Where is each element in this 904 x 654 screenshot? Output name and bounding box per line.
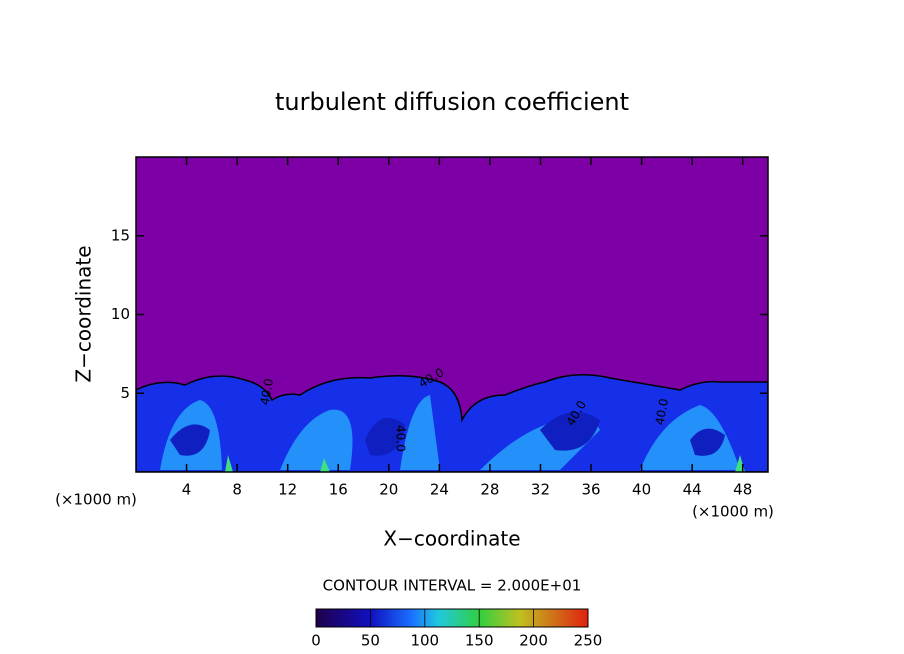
colorbar-tick-label: 50 <box>361 632 380 650</box>
y-axis-label: Z−coordinate <box>72 245 96 382</box>
x-tick-label: 28 <box>480 481 499 499</box>
x-tick-label: 44 <box>683 481 702 499</box>
x-tick-label: 48 <box>733 481 752 499</box>
colorbar <box>315 608 589 628</box>
x-unit-label: (×1000 m) <box>692 503 774 521</box>
contour-label: 40.0 <box>258 377 276 406</box>
contour-label: 40.0 <box>394 425 408 452</box>
low-region <box>170 412 725 456</box>
x-tick-label: 16 <box>329 481 348 499</box>
x-axis-label: X−coordinate <box>383 527 520 551</box>
contour-interval: CONTOUR INTERVAL = 2.000E+01 <box>323 577 582 595</box>
x-tick-label: 36 <box>581 481 600 499</box>
y-tick-label: 15 <box>111 226 130 244</box>
colorbar-tick-label: 200 <box>519 632 548 650</box>
y-tick-label: 10 <box>111 305 130 323</box>
x-tick-label: 4 <box>182 481 192 499</box>
x-tick-label: 40 <box>632 481 651 499</box>
field <box>136 374 768 472</box>
y-tick-label: 5 <box>120 384 130 402</box>
x-unit-label: (×1000 m) <box>55 491 137 509</box>
colorbar-tick-label: 100 <box>410 632 439 650</box>
chart-title: turbulent diffusion coefficient <box>275 88 629 116</box>
x-tick-label: 20 <box>379 481 398 499</box>
colorbar-tick-label: 250 <box>574 632 603 650</box>
high-region <box>160 395 740 470</box>
colorbar-tick-label: 150 <box>465 632 494 650</box>
x-tick-label: 24 <box>430 481 449 499</box>
x-tick-label: 32 <box>531 481 550 499</box>
x-tick-label: 12 <box>278 481 297 499</box>
contour-label: 40.0 <box>653 397 671 426</box>
colorbar-tick-label: 0 <box>311 632 321 650</box>
x-tick-label: 8 <box>232 481 242 499</box>
